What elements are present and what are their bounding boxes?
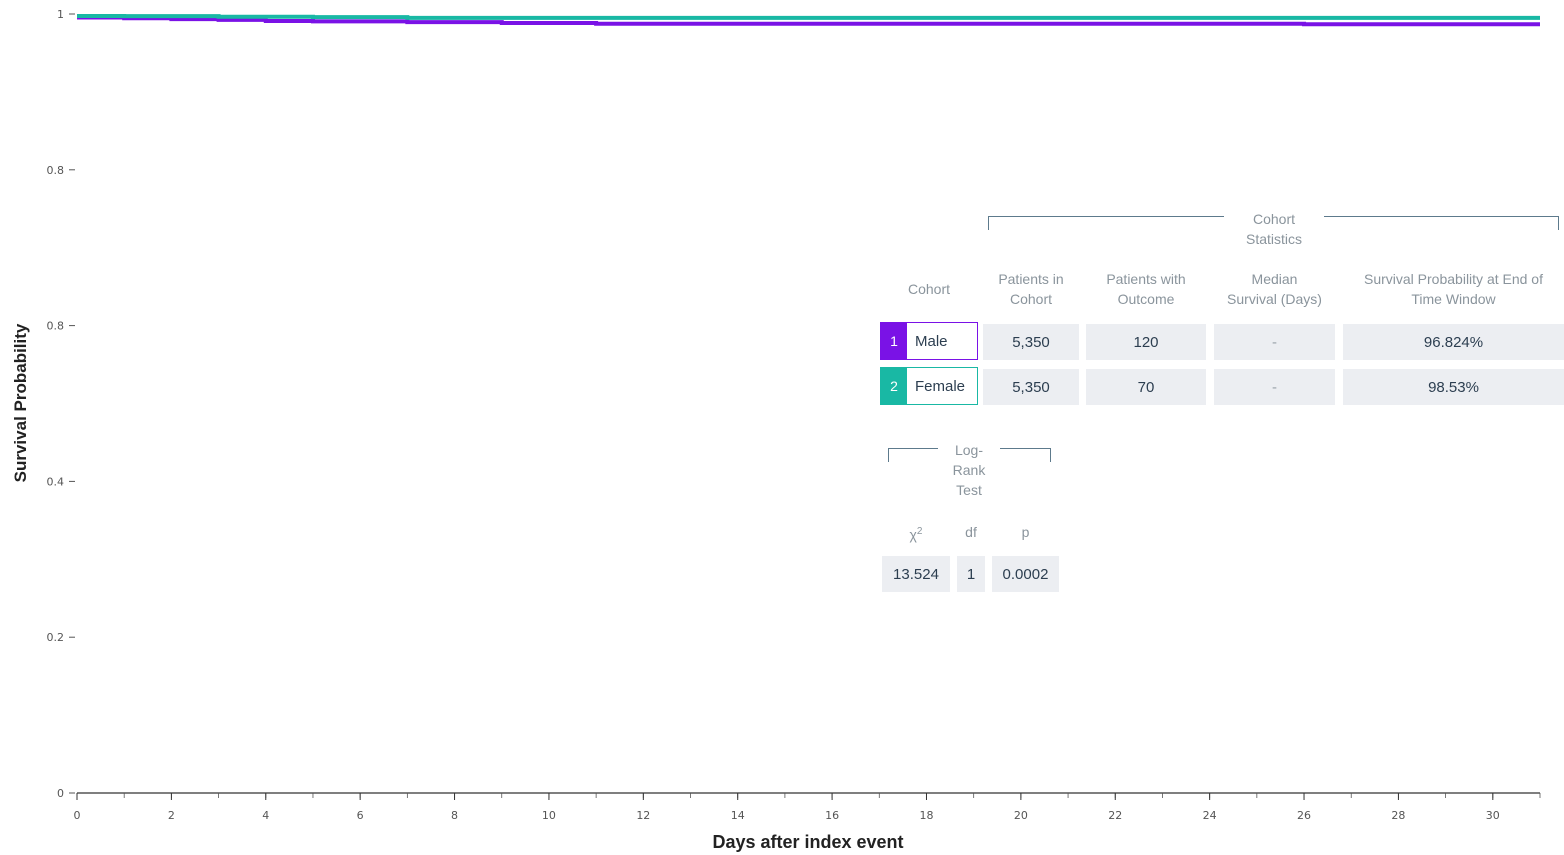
cohort-number: 1 xyxy=(881,323,907,359)
x-tick-label: 28 xyxy=(1391,809,1405,822)
x-tick-label: 6 xyxy=(357,809,364,822)
col-header-p: p xyxy=(1021,524,1030,540)
col-header-df: df xyxy=(965,524,977,540)
col-header-cohort: Cohort xyxy=(907,281,951,297)
x-axis-title: Days after index event xyxy=(712,832,903,852)
col-header-patients: Patients in Cohort xyxy=(998,271,1064,307)
x-tick-label: 0 xyxy=(74,809,81,822)
x-tick-label: 10 xyxy=(542,809,556,822)
y-tick-label: 0.2 xyxy=(47,631,65,644)
cell-survival: 98.53% xyxy=(1343,369,1564,405)
survival-curve-female xyxy=(77,13,1540,20)
x-tick-label: 12 xyxy=(636,809,650,822)
cell-chi-squared: 13.524 xyxy=(882,556,950,592)
y-tick-label: 0.8 xyxy=(47,320,65,333)
y-tick-label: 0.8 xyxy=(47,164,65,177)
col-header-median: Median Survival (Days) xyxy=(1227,271,1322,307)
x-tick-label: 18 xyxy=(919,809,933,822)
cell-df: 1 xyxy=(957,556,985,592)
cohort-name: Male xyxy=(915,332,948,350)
cell-survival: 96.824% xyxy=(1343,324,1564,360)
cell-outcome: 120 xyxy=(1086,324,1206,360)
y-tick-label: 0.4 xyxy=(47,475,65,488)
x-tick-label: 30 xyxy=(1486,809,1500,822)
x-tick-label: 14 xyxy=(731,809,745,822)
cohort-name: Female xyxy=(915,377,966,395)
x-tick-label: 8 xyxy=(451,809,458,822)
cohort-male: 1 Male xyxy=(880,322,978,360)
col-header-survival: Survival Probability at End of Time Wind… xyxy=(1364,271,1543,307)
x-tick-label: 16 xyxy=(825,809,839,822)
cell-patients: 5,350 xyxy=(983,369,1079,405)
x-tick-label: 26 xyxy=(1297,809,1311,822)
x-tick-label: 2 xyxy=(168,809,175,822)
cell-median: - xyxy=(1214,324,1335,360)
x-tick-label: 24 xyxy=(1203,809,1217,822)
y-axis-title: Survival Probability xyxy=(11,323,30,482)
cell-patients: 5,350 xyxy=(983,324,1079,360)
x-tick-label: 4 xyxy=(262,809,269,822)
y-tick-label: 0 xyxy=(57,787,64,800)
log-rank-header: Log- Rank Test xyxy=(938,440,1000,500)
y-tick-label: 1 xyxy=(57,8,64,21)
survival-curves xyxy=(77,13,1540,27)
col-header-chi-squared: χ2 xyxy=(909,526,923,543)
cohort-number: 2 xyxy=(881,368,907,404)
col-header-outcome: Patients with Outcome xyxy=(1106,271,1186,307)
x-tick-label: 22 xyxy=(1108,809,1122,822)
chart-axes: 0 2 4 6 8 10 12 14 16 18 20 22 24 26 28 3000.20.40.80.8… xyxy=(47,8,1541,822)
cohort-statistics-header: Cohort Statistics xyxy=(1224,209,1324,249)
cohort-female: 2 Female xyxy=(880,367,978,405)
x-tick-label: 20 xyxy=(1014,809,1028,822)
survival-curve-male xyxy=(77,15,1540,27)
cell-outcome: 70 xyxy=(1086,369,1206,405)
cell-median: - xyxy=(1214,369,1335,405)
cell-p-value: 0.0002 xyxy=(992,556,1059,592)
